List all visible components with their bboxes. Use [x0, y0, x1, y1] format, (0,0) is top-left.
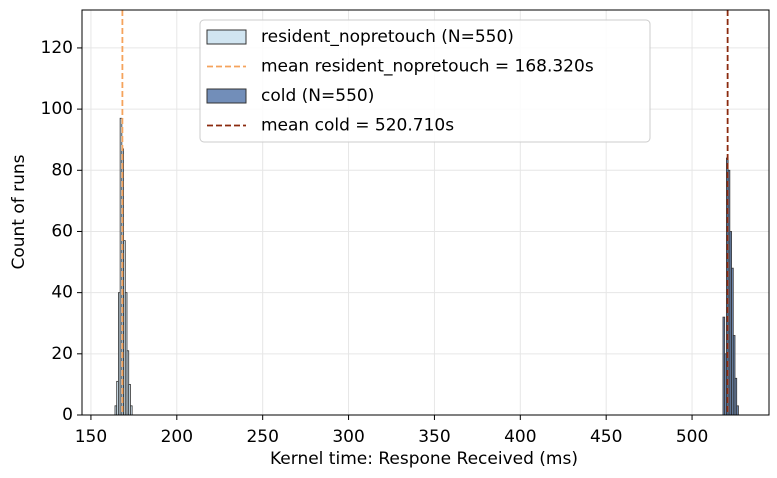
- legend-label: cold (N=550): [261, 86, 374, 106]
- y-tick-label: 40: [51, 283, 73, 303]
- y-axis-label: Count of runs: [9, 154, 29, 269]
- legend-box: [199, 19, 651, 143]
- legend-label: mean resident_nopretouch = 168.320s: [261, 57, 594, 77]
- legend-label: mean cold = 520.710s: [261, 116, 454, 136]
- y-tick-label: 20: [51, 344, 73, 364]
- x-tick-label: 200: [161, 427, 193, 447]
- legend-swatch: [206, 88, 247, 104]
- legend-label: resident_nopretouch (N=550): [261, 27, 514, 47]
- x-tick-label: 300: [332, 427, 364, 447]
- x-tick-label: 250: [246, 427, 278, 447]
- x-tick-label: 350: [418, 427, 450, 447]
- y-tick-label: 0: [62, 405, 73, 425]
- y-tick-label: 100: [41, 99, 73, 119]
- y-tick-label: 60: [51, 221, 73, 241]
- x-tick-label: 450: [590, 427, 622, 447]
- x-tick-label: 150: [75, 427, 107, 447]
- y-tick-label: 120: [41, 38, 73, 58]
- plot-frame: [81, 9, 770, 416]
- x-tick-label: 500: [676, 427, 708, 447]
- histogram-bar: [736, 405, 739, 416]
- y-tick-label: 80: [51, 160, 73, 180]
- legend-swatch: [206, 29, 247, 45]
- x-axis-label: Kernel time: Respone Received (ms): [270, 449, 578, 469]
- x-tick-label: 400: [504, 427, 536, 447]
- histogram-bar: [130, 405, 133, 416]
